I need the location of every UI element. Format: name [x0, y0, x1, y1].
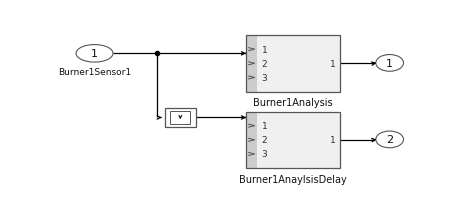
Ellipse shape	[376, 131, 404, 148]
Text: 3: 3	[261, 150, 267, 159]
Text: 2: 2	[386, 135, 393, 145]
Bar	[246, 112, 340, 168]
Text: 3: 3	[261, 74, 267, 83]
Text: 1: 1	[261, 45, 267, 54]
Text: 2: 2	[261, 60, 267, 68]
Bar	[246, 36, 257, 92]
Text: 1: 1	[330, 136, 336, 145]
Text: Burner1Sensor1: Burner1Sensor1	[58, 68, 131, 76]
Text: 1: 1	[386, 59, 393, 69]
Bar	[257, 112, 340, 168]
Text: 2: 2	[261, 136, 267, 145]
Text: Burner1AnaylsisDelay: Burner1AnaylsisDelay	[239, 174, 347, 184]
Bar	[257, 36, 340, 92]
Text: 1: 1	[261, 122, 267, 131]
Ellipse shape	[76, 45, 113, 63]
Bar	[170, 111, 190, 125]
Text: Burner1Analysis: Burner1Analysis	[253, 98, 333, 108]
Text: 1: 1	[330, 60, 336, 68]
Bar	[165, 109, 196, 127]
Ellipse shape	[376, 55, 404, 72]
Text: 1: 1	[91, 49, 98, 59]
Bar	[246, 36, 340, 92]
Bar	[246, 112, 257, 168]
